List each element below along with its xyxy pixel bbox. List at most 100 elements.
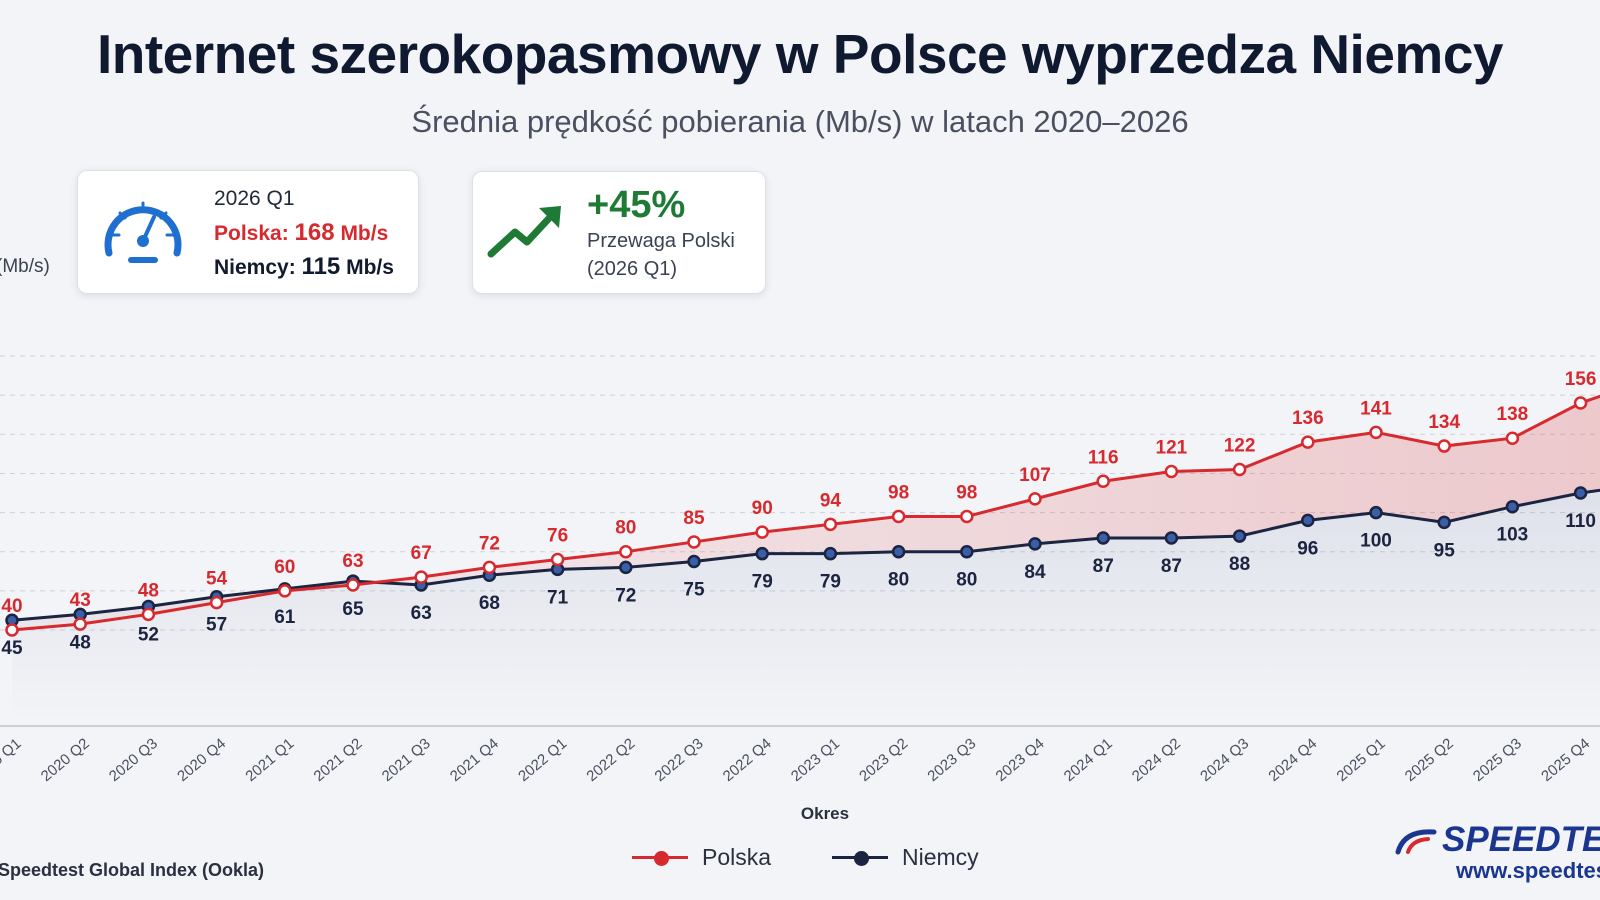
data-label-poland: 138 <box>1497 404 1529 425</box>
x-tick-label: 2021 Q4 <box>447 735 502 785</box>
germany-speed-value: 115 <box>301 253 341 280</box>
point-poland <box>482 560 497 575</box>
poland-speed-row: Polska: 168 Mb/s <box>214 219 388 247</box>
data-label-germany: 84 <box>1024 562 1046 583</box>
data-label-germany: 79 <box>752 572 773 593</box>
data-label-germany: 63 <box>411 603 432 624</box>
x-tick-label: 2022 Q1 <box>515 735 570 785</box>
speedtest-swoosh-icon <box>1395 829 1437 855</box>
x-tick-label: 2025 Q3 <box>1470 735 1525 785</box>
source-note: Speedtest Global Index (Ookla) <box>0 860 265 880</box>
advantage-value: +45% <box>587 184 686 226</box>
x-tick-label: 2022 Q4 <box>720 735 775 785</box>
data-label-germany: 72 <box>615 585 636 606</box>
x-tick-label: 2020 Q1 <box>0 735 25 785</box>
speed-summary-card: 2026 Q1 Polska: 168 Mb/s Niemcy: 115 Mb/… <box>77 170 419 294</box>
point-poland <box>550 552 565 567</box>
point-poland <box>1164 464 1179 479</box>
data-label-poland: 60 <box>274 557 295 578</box>
point-poland <box>1505 431 1520 445</box>
data-label-poland: 40 <box>1 596 22 617</box>
data-label-poland: 43 <box>70 590 91 611</box>
point-germany <box>891 544 906 559</box>
data-label-germany: 80 <box>956 570 977 591</box>
x-tick-label: 2024 Q3 <box>1197 735 1252 785</box>
point-poland <box>1437 439 1451 453</box>
data-label-poland: 48 <box>138 580 159 601</box>
point-germany <box>1437 515 1451 530</box>
x-tick-label: 2022 Q3 <box>652 735 707 785</box>
data-label-germany: 65 <box>342 599 364 620</box>
germany-area <box>12 490 1600 726</box>
point-germany <box>1505 499 1520 514</box>
y-axis-label: (Mb/s) <box>0 256 50 277</box>
germany-speed-label: Niemcy: <box>214 256 296 279</box>
point-germany <box>823 546 838 561</box>
data-label-germany: 95 <box>1434 540 1456 561</box>
point-poland <box>209 595 224 610</box>
line-chart: 45 48 52 57 61 65 63 68 71 72 75 79 79 80 80 84 87 87 88 96… <box>0 355 1600 785</box>
legend-label-germany: Niemcy <box>902 844 979 870</box>
data-label-germany: 52 <box>138 625 159 646</box>
point-germany <box>1369 505 1383 520</box>
x-tick-label: 2024 Q2 <box>1129 735 1184 785</box>
data-label-poland: 116 <box>1088 447 1119 468</box>
point-poland <box>73 617 87 631</box>
data-label-poland: 121 <box>1156 437 1188 458</box>
data-label-poland: 136 <box>1292 408 1324 429</box>
data-label-poland: 98 <box>888 483 909 504</box>
point-germany <box>755 546 769 561</box>
point-poland <box>278 584 292 598</box>
x-tick-label: 2025 Q1 <box>1334 735 1389 785</box>
point-poland <box>823 517 838 532</box>
data-label-poland: 85 <box>683 508 705 529</box>
legend-label-poland: Polska <box>702 844 772 870</box>
brand-name: SPEEDTEST <box>1442 820 1600 859</box>
chart-subtitle: Średnia prędkość pobierania (Mb/s) w lat… <box>411 104 1189 139</box>
point-poland <box>960 509 974 524</box>
data-label-germany: 71 <box>547 587 569 608</box>
data-label-germany: 103 <box>1497 525 1529 546</box>
data-label-germany: 80 <box>888 570 909 591</box>
x-tick-label: 2023 Q1 <box>788 735 843 785</box>
speed-period: 2026 Q1 <box>214 187 295 210</box>
data-label-germany: 88 <box>1229 554 1250 575</box>
point-poland <box>1573 396 1588 410</box>
data-label-poland: 76 <box>547 526 568 547</box>
point-germany <box>687 554 701 569</box>
x-tick-label: 2020 Q2 <box>38 735 93 785</box>
point-poland <box>1096 474 1110 489</box>
point-germany <box>960 544 974 559</box>
point-poland <box>891 509 906 524</box>
data-label-poland: 156 <box>1565 369 1597 390</box>
point-poland <box>755 525 769 539</box>
data-label-germany: 57 <box>206 615 227 636</box>
x-tick-label: 2020 Q3 <box>106 735 161 785</box>
x-tick-label: 2020 Q4 <box>174 735 229 785</box>
x-tick-label: 2025 Q4 <box>1538 735 1593 785</box>
data-label-poland: 54 <box>206 569 228 590</box>
point-poland <box>1369 425 1383 440</box>
data-label-germany: 110 <box>1565 511 1596 532</box>
advantage-label: Przewaga Polski <box>587 230 735 252</box>
data-label-germany: 48 <box>70 632 91 653</box>
data-label-poland: 90 <box>752 498 773 519</box>
point-germany <box>1164 531 1179 545</box>
data-label-germany: 87 <box>1093 556 1114 577</box>
germany-speed-row: Niemcy: 115 Mb/s <box>214 253 394 281</box>
point-poland <box>1301 435 1315 449</box>
point-poland <box>1028 492 1042 506</box>
advantage-period: (2026 Q1) <box>587 258 678 280</box>
point-germany <box>1301 513 1315 528</box>
data-label-poland: 63 <box>342 551 363 572</box>
data-label-poland: 94 <box>820 490 842 511</box>
x-axis-title: Okres <box>800 804 850 823</box>
poland-speed-unit: Mb/s <box>340 222 389 245</box>
point-germany <box>1232 529 1247 543</box>
point-germany <box>619 560 633 575</box>
data-label-germany: 100 <box>1360 531 1392 552</box>
data-label-germany: 96 <box>1297 538 1318 559</box>
germany-speed-unit: Mb/s <box>346 256 394 279</box>
point-poland <box>414 570 428 584</box>
point-germany <box>1028 537 1042 551</box>
